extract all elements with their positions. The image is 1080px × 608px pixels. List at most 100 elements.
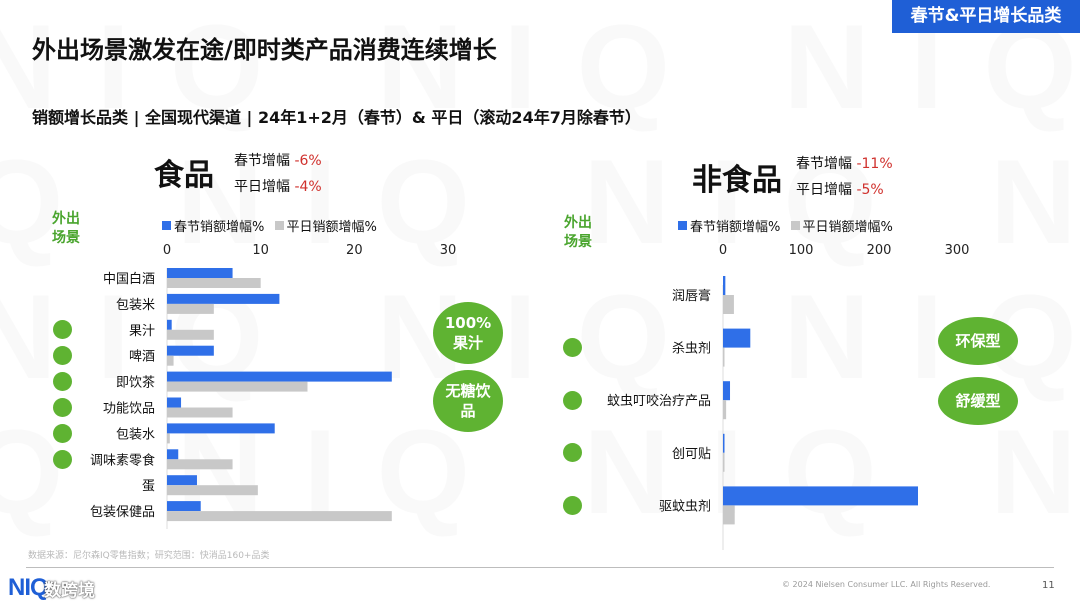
food-out-of-home-dot (52, 372, 72, 392)
food-bar-normal (167, 278, 261, 288)
badge-soothing-text: 舒缓型 (955, 392, 1001, 410)
footer-divider (26, 567, 1054, 568)
legend-normal-label: 平日销额增幅% (286, 220, 377, 235)
nonfood-out-of-home-dot (562, 338, 582, 358)
nonfood-x-tick: 100 (789, 243, 814, 258)
food-category-label: 包装米 (116, 298, 155, 313)
nonfood-bar-spring (723, 486, 918, 506)
nonfood-heading: 非食品 (692, 163, 782, 198)
legend-normal-label: 平日销额增幅% (802, 220, 893, 235)
food-category-label: 即饮茶 (116, 375, 155, 391)
nonfood-scene-label: 外出 场景 (564, 214, 592, 252)
badge-soothing: 舒缓型 (938, 377, 1018, 425)
nonfood-bar-normal (723, 452, 725, 472)
nonfood-scene-line2: 场景 (564, 234, 592, 250)
nonfood-bar-normal (723, 295, 734, 314)
nonfood-category-label: 驱蚊虫剂 (659, 499, 711, 514)
badge-eco: 环保型 (938, 317, 1018, 365)
data-source: 数据来源：尼尔森IQ零售指数；研究范围：快消品160+品类 (28, 551, 270, 561)
food-spring-stat: 春节增幅 -6% (234, 150, 322, 170)
badge-sugar-free-text: 无糖饮品 (445, 382, 491, 420)
food-bar-normal (167, 485, 258, 496)
food-category-label: 蛋 (142, 479, 155, 494)
legend-spring-label: 春节销额增幅% (690, 220, 781, 235)
nonfood-normal-label: 平日增幅 (796, 182, 852, 198)
food-bar-spring (167, 293, 280, 304)
food-normal-label: 平日增幅 (234, 179, 290, 195)
nonfood-category-label: 蚊虫叮咬治疗产品 (607, 393, 711, 409)
page-number: 11 (1042, 580, 1055, 591)
food-category-label: 包装保健品 (90, 505, 155, 520)
food-x-tick: 0 (163, 243, 171, 258)
nonfood-normal-value: -5% (856, 182, 884, 198)
food-category-label: 调味素零食 (90, 452, 155, 468)
food-normal-stat: 平日增幅 -4% (234, 176, 322, 196)
food-heading: 食品 (154, 158, 214, 193)
food-bar-normal (167, 355, 174, 366)
nonfood-out-of-home-dot (562, 443, 582, 463)
food-legend: 春节销额增幅% 平日销额增幅% (160, 216, 377, 235)
food-bar-spring (167, 268, 233, 278)
legend-spring-swatch (678, 221, 687, 230)
nonfood-spring-value: -11% (856, 156, 893, 172)
food-category-label: 果汁 (129, 324, 155, 339)
food-bar-spring (167, 423, 275, 434)
nonfood-x-tick: 300 (945, 243, 970, 258)
food-spring-label: 春节增幅 (234, 153, 290, 169)
nonfood-bar-spring (723, 433, 725, 453)
food-category-label: 啤酒 (129, 350, 155, 365)
nonfood-spring-label: 春节增幅 (796, 156, 852, 172)
food-bar-normal (167, 381, 308, 392)
nonfood-out-of-home-dot (562, 390, 582, 410)
page-title: 外出场景激发在途/即时类产品消费连续增长 (32, 36, 497, 64)
nonfood-bar-normal (723, 505, 735, 525)
food-bar-spring (167, 501, 201, 512)
food-x-tick: 30 (440, 243, 457, 258)
nonfood-legend: 春节销额增幅% 平日销额增幅% (676, 216, 893, 235)
food-out-of-home-dot (52, 346, 72, 366)
nonfood-scene-line1: 外出 (564, 215, 592, 231)
food-x-tick: 10 (252, 243, 269, 258)
nonfood-bar-spring (723, 276, 726, 295)
food-bar-normal (167, 407, 233, 418)
copyright: © 2024 Nielsen Consumer LLC. All Rights … (782, 580, 991, 589)
food-bar-spring (167, 475, 197, 486)
food-bar-spring (167, 397, 182, 408)
nonfood-category-label: 杀虫剂 (672, 342, 711, 357)
badge-juice-text: 100%果汁 (444, 314, 492, 352)
food-out-of-home-dot (52, 423, 72, 443)
food-scene-line2: 场景 (52, 230, 80, 246)
food-category-label: 中国白酒 (103, 271, 155, 287)
nonfood-bar-spring (723, 328, 751, 348)
food-category-label: 包装水 (116, 427, 155, 442)
food-out-of-home-dot (52, 320, 72, 340)
nonfood-bar-spring (723, 381, 731, 401)
food-bar-normal (167, 303, 214, 314)
food-spring-value: -6% (294, 153, 322, 169)
legend-spring-swatch (162, 221, 171, 230)
food-bar-normal (167, 459, 233, 470)
badge-juice: 100%果汁 (433, 302, 503, 364)
food-bar-spring (167, 345, 214, 356)
food-bar-normal (167, 433, 170, 444)
food-bar-spring (167, 449, 179, 460)
legend-normal-swatch (790, 221, 800, 230)
nonfood-out-of-home-dot (562, 495, 582, 515)
legend-spring-label: 春节销额增幅% (174, 220, 265, 235)
food-out-of-home-dot (52, 449, 72, 469)
food-bar-normal (167, 511, 392, 522)
food-bar-spring (167, 371, 392, 382)
nonfood-x-tick: 0 (719, 243, 727, 258)
food-bar-normal (167, 329, 214, 340)
page-subtitle: 销额增长品类 | 全国现代渠道 | 24年1+2月（春节）& 平日（滚动24年7… (32, 108, 641, 127)
nonfood-bar-normal (723, 347, 725, 367)
badge-sugar-free: 无糖饮品 (433, 370, 503, 432)
food-out-of-home-dot (52, 398, 72, 417)
food-bar-spring (167, 319, 172, 330)
legend-normal-swatch (274, 221, 284, 230)
nonfood-category-label: 创可贴 (672, 447, 711, 462)
food-scene-label: 外出 场景 (52, 210, 80, 248)
category-tag: 春节&平日增长品类 (892, 0, 1080, 33)
food-scene-line1: 外出 (52, 211, 80, 227)
